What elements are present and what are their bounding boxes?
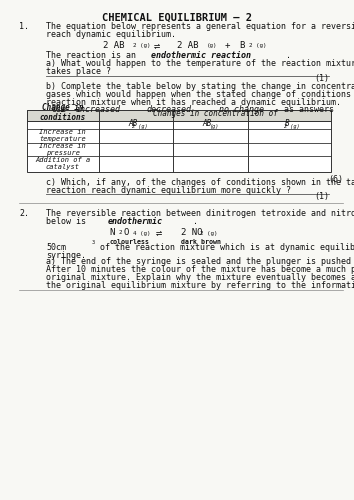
Text: increased: increased (76, 106, 121, 114)
Text: reaction reach dynamic equilibrium more quickly ?: reaction reach dynamic equilibrium more … (46, 186, 291, 195)
Text: 4 (g): 4 (g) (133, 230, 150, 235)
Text: .: . (193, 218, 198, 226)
Text: as answers: as answers (284, 106, 334, 114)
Text: .: . (286, 50, 291, 59)
Text: reaction mixture when it has reached a dynamic equilibrium.: reaction mixture when it has reached a d… (46, 98, 341, 107)
Text: The reversible reaction between dinitrogen tetroxide and nitrogen dioxide as sho: The reversible reaction between dinitrog… (46, 210, 354, 218)
Text: 2.: 2. (19, 210, 29, 218)
Text: (g): (g) (209, 124, 218, 130)
Text: decreased: decreased (147, 106, 192, 114)
Text: of the reaction mixture which is at dynamic equilibrium at 20°C is drawn into a: of the reaction mixture which is at dyna… (95, 242, 354, 252)
Text: b) Complete the table below by stating the change in concentration for each of t: b) Complete the table below by stating t… (46, 82, 354, 91)
Text: (1): (1) (314, 74, 329, 83)
Text: AB: AB (129, 118, 138, 128)
Text: Changes in concentration of: Changes in concentration of (153, 109, 278, 118)
Text: 50cm: 50cm (46, 242, 66, 252)
Text: B: B (239, 41, 244, 50)
Text: a) The end of the syringe is sealed and the plunger is pushed in as far as possi: a) The end of the syringe is sealed and … (46, 258, 354, 266)
Text: endothermic reaction: endothermic reaction (151, 50, 251, 59)
Text: O: O (123, 228, 129, 237)
Text: Increase in
temperature: Increase in temperature (39, 129, 86, 142)
Text: +: + (225, 41, 230, 50)
Text: 2 (g): 2 (g) (132, 124, 147, 130)
Text: AB: AB (203, 118, 212, 128)
Text: 1.: 1. (19, 22, 29, 31)
Bar (27, 110, 331, 172)
Text: 3: 3 (91, 240, 95, 246)
Text: reach dynamic equilibrium.: reach dynamic equilibrium. (46, 30, 176, 39)
Text: The equation below represents a general equation for a reversible reaction which: The equation below represents a general … (46, 22, 354, 31)
Text: Increase in
pressure: Increase in pressure (39, 142, 86, 156)
Text: B: B (285, 118, 290, 128)
Text: takes place ?: takes place ? (46, 67, 111, 76)
Text: original mixture. Explain why the mixture eventually becomes a much paler brown : original mixture. Explain why the mixtur… (46, 274, 354, 282)
Text: a) What would happen to the temperature of the reaction mixture as the reaction: a) What would happen to the temperature … (46, 59, 354, 68)
Text: below is: below is (46, 218, 91, 226)
Text: (g): (g) (207, 44, 218, 49)
Bar (27, 110, 331, 120)
Text: colourless: colourless (110, 238, 150, 244)
Text: syringe.: syringe. (46, 250, 86, 260)
Text: ⇌: ⇌ (154, 41, 160, 51)
Text: (1): (1) (314, 192, 329, 201)
Text: Use: Use (51, 106, 66, 114)
Text: (6): (6) (329, 175, 343, 184)
Text: 2: 2 (119, 230, 122, 235)
Text: 2 (g): 2 (g) (200, 230, 218, 235)
Text: 2 NO: 2 NO (181, 228, 202, 237)
Text: dark brown: dark brown (181, 238, 221, 244)
Text: The reaction is an: The reaction is an (46, 50, 141, 59)
Text: 2 AB: 2 AB (177, 41, 199, 50)
Text: Addition of a
catalyst: Addition of a catalyst (35, 157, 91, 170)
Text: the original equilibrium mixture by referring to the information given in the qu: the original equilibrium mixture by refe… (46, 282, 354, 290)
Text: gases which would happen when the stated change of conditions is made to the: gases which would happen when the stated… (46, 90, 354, 99)
Text: ⇌: ⇌ (156, 228, 162, 238)
Text: After 10 minutes the colour of the mixture has become a much paler brown than th: After 10 minutes the colour of the mixtu… (46, 266, 354, 274)
Text: 2 AB: 2 AB (103, 41, 124, 50)
Text: CHEMICAL EQUILIBRIUM – 2: CHEMICAL EQUILIBRIUM – 2 (102, 13, 252, 23)
Text: N: N (110, 228, 115, 237)
Text: 2 (g): 2 (g) (133, 44, 150, 49)
Text: no change: no change (219, 106, 264, 114)
Text: 2 (g): 2 (g) (249, 44, 266, 49)
Text: 2 (g): 2 (g) (284, 124, 299, 130)
Text: endothermic: endothermic (108, 218, 163, 226)
Text: Change in
conditions: Change in conditions (40, 103, 86, 122)
Text: c) Which, if any, of the changes of conditions shown in the table would make the: c) Which, if any, of the changes of cond… (46, 178, 354, 187)
